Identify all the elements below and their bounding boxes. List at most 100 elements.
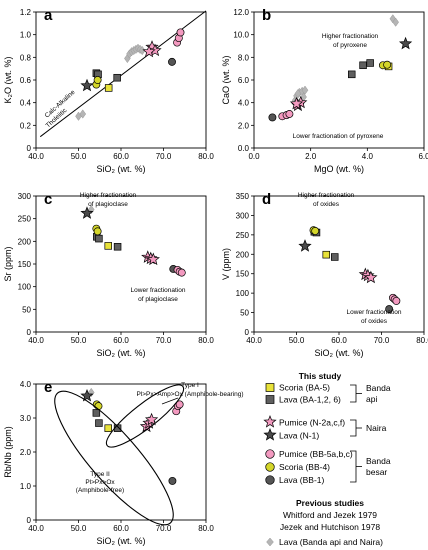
data-point-lava-banda-api-and-naira: [79, 109, 87, 119]
y-tick-label: 250: [236, 231, 250, 240]
data-point-pumice-bb-5a-b-c: [176, 28, 185, 37]
y-tick-label: 50: [240, 309, 249, 318]
x-tick-label: 60.0: [113, 336, 129, 345]
data-point-lava-n-1: [80, 206, 94, 219]
y-tick-label: 0.6: [20, 76, 32, 85]
data-point-lava-n-1: [80, 78, 94, 92]
data-point-scoria-bb-4: [383, 60, 392, 69]
x-tick-label: 50.0: [71, 336, 87, 345]
legend-lava-previous: Lava (Banda api and Naira): [279, 537, 383, 547]
legend-previous-studies: Previous studies: [296, 498, 364, 508]
legend-pumice-bb: Pumice (BB-5a,b,c): [279, 449, 353, 459]
data-point-pumice-n-2a-c-f: [289, 96, 304, 110]
data-point-lava-bb-1: [168, 57, 176, 66]
x-tick-label: 70.0: [156, 152, 172, 161]
panel-d: 40.0 50.0 60.0 70.0 80.0 0 50 100 150 200 250 300 35…: [221, 192, 428, 358]
x-tick-label: 70.0: [156, 336, 172, 345]
x-tick-label: 60.0: [331, 336, 347, 345]
d-higher-line2: of oxides: [313, 201, 340, 208]
y-tick-label: 50: [22, 305, 31, 314]
y-tick-label: 100: [236, 289, 250, 298]
legend-marker-pumice-n: [263, 415, 277, 428]
legend-lava-ba: Lava (BA-1,2, 6): [279, 395, 341, 405]
panel-label-c: c: [44, 191, 52, 208]
y-tick-label: 8.0: [238, 53, 250, 62]
legend-marker-lava-bb: [265, 475, 275, 485]
legend-marker-scoria-bb: [265, 462, 275, 472]
type-ii-minerals: Pl>Px>Ox: [85, 479, 115, 486]
legend-marker-pumice-bb: [265, 449, 275, 459]
y-tick-label: 0.8: [20, 53, 32, 62]
panel-c: 40.0 50.0 60.0 70.0 80.0 0 50 100 150 200 250 300 Si…: [3, 192, 214, 358]
data-point-scoria-ba-5: [104, 424, 112, 432]
legend-marker-previous: [266, 537, 274, 547]
panel-label-a: a: [44, 7, 53, 24]
y-axis-label: V (ppm): [221, 248, 231, 280]
data-point-pumice-bb-5a-b-c: [175, 400, 184, 409]
data-point-lava-ba-1-2-6: [348, 70, 356, 79]
data-point-pumice-n-2a-c-f: [146, 252, 160, 266]
panel-label-b: b: [262, 7, 271, 24]
type-i-ellipse: [105, 384, 185, 448]
b-higher-line2: of pyroxene: [333, 42, 367, 49]
legend-bracket-naira: [350, 419, 357, 437]
data-point-lava-bb-1: [385, 305, 394, 314]
b-higher-line1: Higher fractionation: [322, 33, 379, 40]
y-tick-label: 1.2: [20, 8, 32, 17]
y-tick-label: 2.0: [20, 448, 32, 457]
legend-scoria-bb: Scoria (BB-4): [279, 462, 330, 472]
y-tick-label: 10.0: [233, 31, 249, 40]
data-point-lava-ba-1-2-6: [366, 59, 374, 67]
x-axis-label: MgO (wt. %): [314, 164, 364, 174]
legend-marker-scoria-ba: [265, 383, 275, 392]
data-point-pumice-n-2a-c-f: [364, 270, 378, 284]
data-point-pumice-n-2a-c-f: [144, 412, 159, 426]
y-tick-label: 150: [236, 270, 250, 279]
y-tick-label: 1.0: [20, 31, 32, 40]
y-tick-label: 2.0: [238, 121, 250, 130]
b-lower-label: Lower fractionation of pyroxene: [293, 133, 384, 140]
data-point-lava-ba-1-2-6: [95, 419, 103, 427]
y-tick-label: 200: [18, 237, 32, 246]
c-higher-line1: Higher fractionation: [80, 192, 137, 199]
x-tick-label: 60.0: [113, 152, 129, 161]
plot-frame-c: [35, 195, 207, 333]
type-ii-ellipse: [54, 390, 174, 526]
data-point-lava-bb-1: [268, 113, 277, 122]
legend-banda-api-1: Banda: [366, 383, 391, 393]
x-tick-label: 40.0: [246, 336, 262, 345]
panel-e: 40.0 50.0 60.0 70.0 80.0 0 1.0 2.0 3.0 4.0 SiO₂ (w…: [3, 380, 214, 546]
x-tick-label: 50.0: [289, 336, 305, 345]
panel-label-e: e: [44, 379, 52, 396]
y-tick-label: 4.0: [238, 99, 250, 108]
data-point-lava-ba-1-2-6: [113, 73, 121, 82]
data-point-lava-ba-1-2-6: [331, 253, 339, 261]
data-point-lava-ba-1-2-6: [92, 409, 101, 417]
data-point-pumice-n-2a-c-f: [142, 44, 156, 58]
y-tick-label: 200: [236, 250, 250, 259]
data-point-scoria-bb-4: [93, 227, 102, 236]
x-tick-label: 80.0: [416, 336, 428, 345]
y-tick-label: 300: [18, 192, 32, 201]
x-tick-label: 4.0: [362, 152, 374, 161]
legend-ref-2: Jezek and Hutchison 1978: [280, 522, 380, 532]
x-tick-label: 40.0: [28, 336, 44, 345]
x-tick-label: 50.0: [71, 152, 87, 161]
legend-pumice-n: Pumice (N-2a,c,f): [279, 418, 345, 428]
data-point-lava-banda-api-and-naira: [294, 88, 302, 99]
legend-banda-besar-1: Banda: [366, 456, 391, 466]
x-tick-label: 6.0: [418, 152, 428, 161]
type-ii-note: (Amphibole-free): [76, 487, 124, 494]
x-tick-label: 2.0: [305, 152, 317, 161]
legend-banda-besar-2: besar: [366, 467, 387, 477]
legend-lava-n: Lava (N-1): [279, 431, 319, 441]
y-tick-label: 0.2: [20, 121, 32, 130]
data-point-scoria-bb-4: [94, 402, 103, 411]
y-tick-label: 350: [236, 192, 250, 201]
d-higher-line1: Higher fractionation: [298, 192, 355, 199]
data-point-lava-bb-1: [168, 476, 177, 485]
x-axis-label: SiO₂ (wt. %): [97, 536, 146, 546]
data-point-scoria-bb-4: [311, 227, 320, 235]
data-point-lava-banda-api-and-naira: [138, 45, 146, 56]
